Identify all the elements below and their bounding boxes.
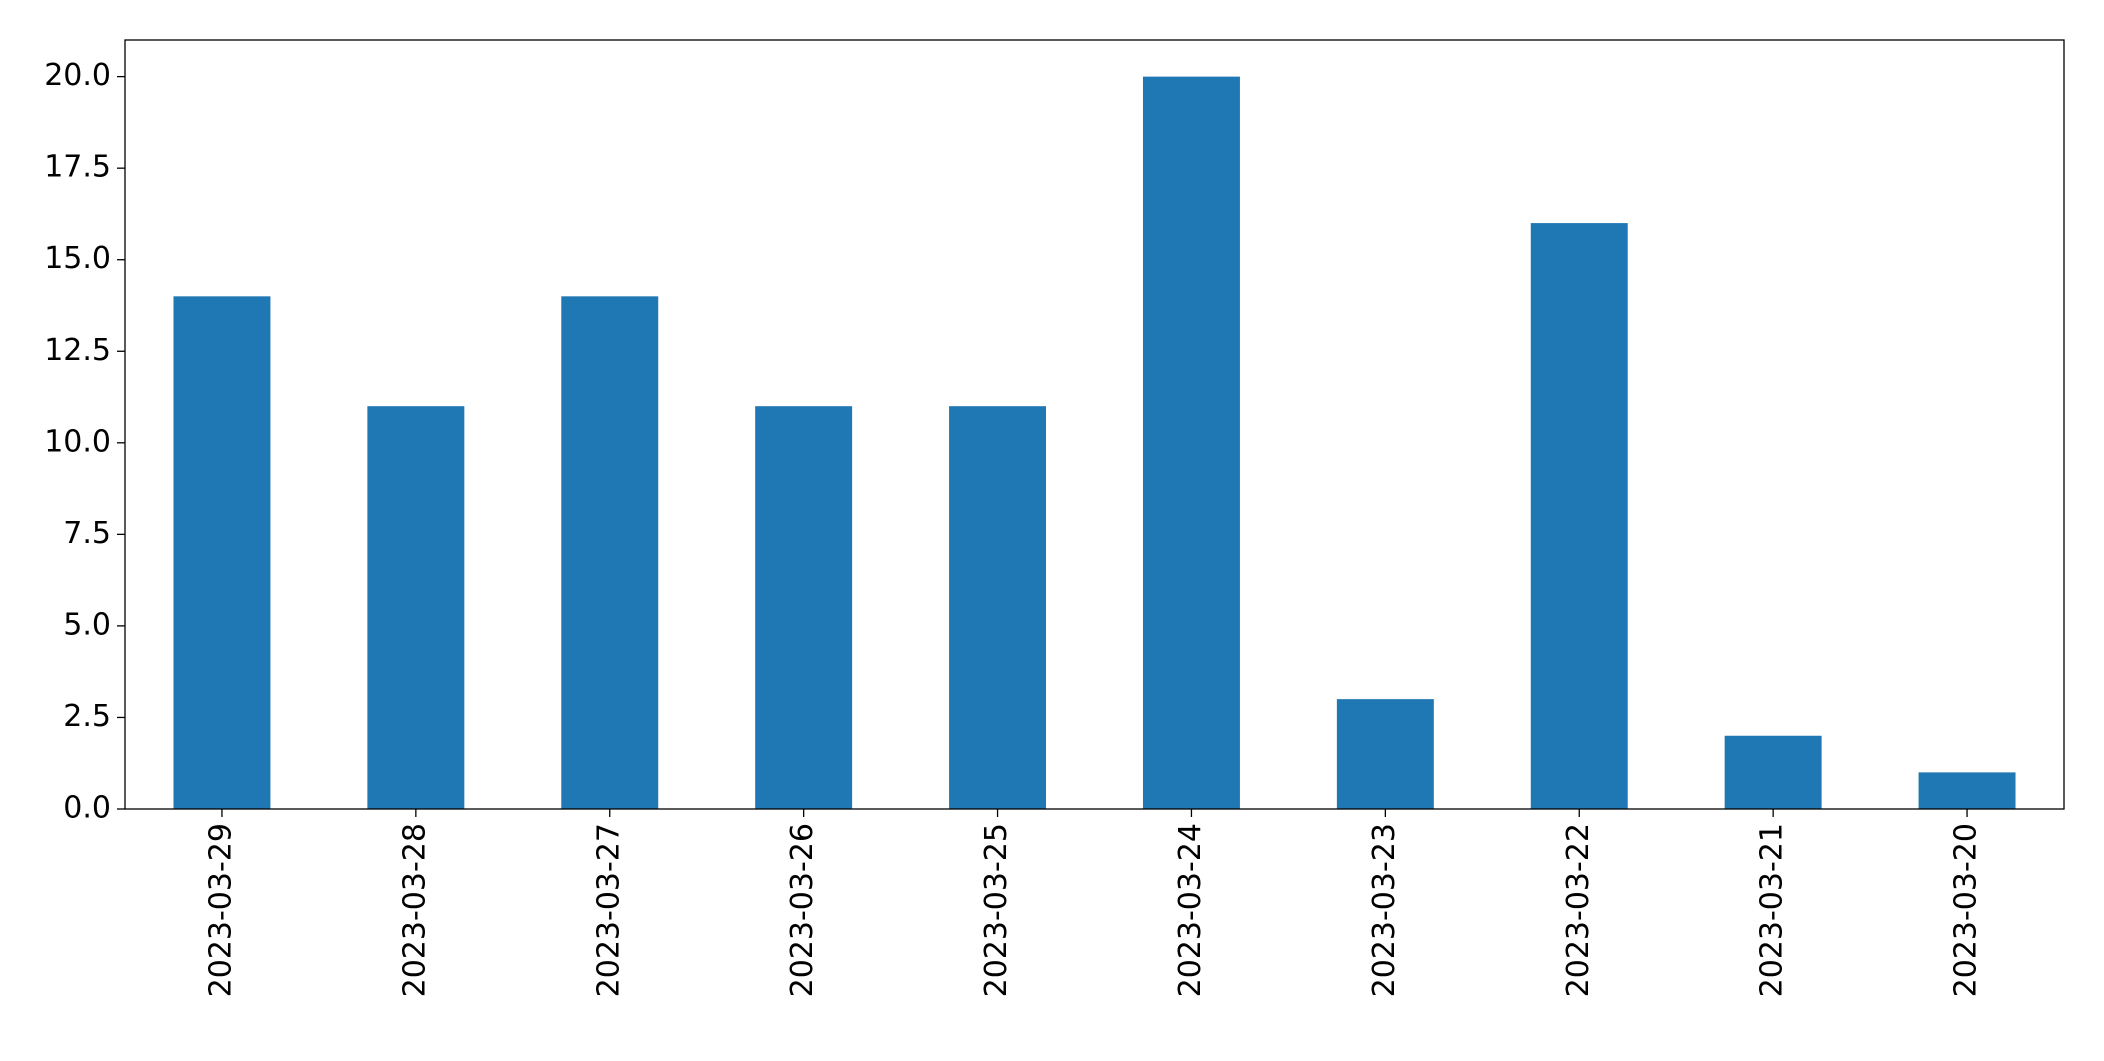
x-tick-label: 2023-03-21 bbox=[1755, 823, 1790, 997]
bar bbox=[1918, 772, 2016, 809]
x-tick-label: 2023-03-27 bbox=[591, 823, 626, 997]
y-tick-label: 17.5 bbox=[44, 150, 111, 185]
bar bbox=[1336, 699, 1434, 809]
y-tick-label: 2.5 bbox=[63, 699, 111, 734]
x-tick-label: 2023-03-22 bbox=[1561, 823, 1596, 997]
x-tick-label: 2023-03-29 bbox=[203, 823, 238, 997]
bar bbox=[173, 296, 271, 809]
x-tick-label: 2023-03-26 bbox=[785, 823, 820, 997]
x-tick-label: 2023-03-28 bbox=[397, 823, 432, 997]
y-tick-label: 12.5 bbox=[44, 333, 111, 368]
bar bbox=[1530, 223, 1628, 810]
y-tick-label: 5.0 bbox=[63, 607, 111, 642]
y-tick-label: 15.0 bbox=[44, 241, 111, 276]
y-tick-label: 20.0 bbox=[44, 58, 111, 93]
plot-frame bbox=[124, 39, 2065, 810]
x-tick-label: 2023-03-20 bbox=[1949, 823, 1984, 997]
bar bbox=[949, 406, 1047, 809]
bar bbox=[1142, 76, 1240, 810]
y-tick-label: 0.0 bbox=[63, 791, 111, 826]
bar bbox=[1724, 735, 1822, 809]
y-tick-label: 10.0 bbox=[44, 424, 111, 459]
x-tick-label: 2023-03-24 bbox=[1173, 823, 1208, 997]
bar bbox=[755, 406, 853, 809]
x-tick-label: 2023-03-25 bbox=[979, 823, 1014, 997]
bar bbox=[561, 296, 659, 809]
bar bbox=[367, 406, 465, 809]
x-tick-label: 2023-03-23 bbox=[1367, 823, 1402, 997]
y-tick-label: 7.5 bbox=[63, 516, 111, 551]
